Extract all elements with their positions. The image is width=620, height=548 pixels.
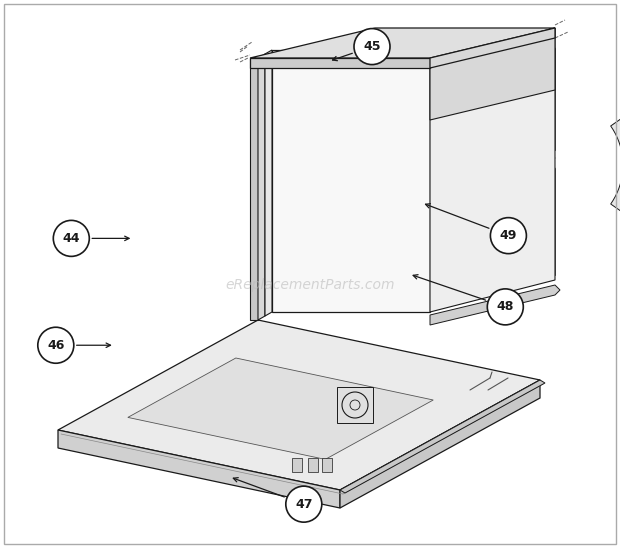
Circle shape xyxy=(487,289,523,325)
Polygon shape xyxy=(430,28,555,312)
Polygon shape xyxy=(430,28,555,120)
Polygon shape xyxy=(272,50,430,312)
Circle shape xyxy=(53,220,89,256)
Polygon shape xyxy=(340,380,540,508)
Polygon shape xyxy=(258,54,265,320)
Bar xyxy=(292,458,302,472)
Polygon shape xyxy=(430,285,560,325)
Polygon shape xyxy=(128,358,433,459)
Bar xyxy=(322,458,332,472)
Polygon shape xyxy=(250,58,430,68)
Circle shape xyxy=(38,327,74,363)
Polygon shape xyxy=(337,387,373,423)
Text: eReplacementParts.com: eReplacementParts.com xyxy=(225,278,395,292)
Polygon shape xyxy=(265,50,272,316)
Polygon shape xyxy=(611,116,620,214)
Polygon shape xyxy=(430,28,555,68)
Polygon shape xyxy=(340,380,545,493)
Polygon shape xyxy=(250,58,258,320)
Polygon shape xyxy=(58,430,340,508)
Text: 45: 45 xyxy=(363,40,381,53)
Circle shape xyxy=(354,28,390,65)
Text: 46: 46 xyxy=(47,339,64,352)
Circle shape xyxy=(286,486,322,522)
Polygon shape xyxy=(250,28,555,58)
Circle shape xyxy=(490,218,526,254)
Bar xyxy=(308,458,318,472)
Text: 48: 48 xyxy=(497,300,514,313)
Text: 49: 49 xyxy=(500,229,517,242)
Text: 44: 44 xyxy=(63,232,80,245)
Text: 47: 47 xyxy=(295,498,312,511)
Polygon shape xyxy=(58,320,540,490)
